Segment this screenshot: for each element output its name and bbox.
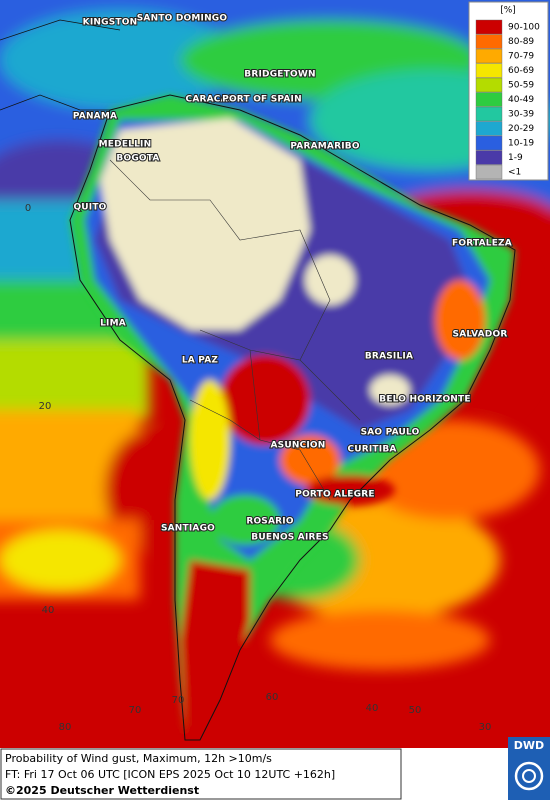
legend-label: 1-9 [508,153,523,163]
legend-swatch [475,48,503,64]
city-label: BELO HORIZONTE [379,395,470,405]
legend-swatch [475,135,503,151]
legend-label: 50-59 [508,81,534,91]
latitude-label: 0 [25,203,31,214]
city-label: BUENOS AIRES [251,533,328,543]
logo-icon [514,761,544,791]
legend-swatch [475,121,503,136]
footer: Probability of Wind gust, Maximum, 12h >… [0,737,550,800]
logo-text: DWD [514,739,544,752]
latitude-label: 40 [42,605,55,616]
legend-title: [%] [500,6,516,16]
labels: KINGSTON SANTO DOMINGOBRIDGETOWNCARACASPO… [25,13,513,734]
city-label: SAO PAULO [361,428,420,438]
city-label: BOGOTA [116,154,159,164]
legend: [%] 90-100 80-89 70-79 60-69 50-59 40-49 30-39… [468,1,549,181]
legend-swatch [475,106,503,122]
legend-label: 40-49 [508,95,534,105]
longitude-label: 60 [266,692,279,703]
city-label: LIMA [100,319,126,329]
city-label: PARAMARIBO [290,142,359,152]
city-label: MEDELLIN [99,140,152,150]
city-label: PORTO ALEGRE [295,490,374,500]
legend-swatch [475,19,503,35]
city-label: ROSARIO [246,517,294,527]
city-label: CURITIBA [347,445,396,455]
city-label: PANAMA [73,112,117,122]
city-label: SALVADOR [453,330,508,340]
city-label: FORTALEZA [452,239,512,249]
legend-label: 20-29 [508,124,534,134]
legend-swatch [475,63,503,78]
city-label: ASUNCION [270,441,325,451]
longitude-label: 80 [59,722,72,733]
legend-label: 90-100 [508,23,540,33]
footer-box [0,748,402,800]
legend-swatch [475,34,503,49]
footer-line: Probability of Wind gust, Maximum, 12h >… [5,752,272,765]
copyright: ©2025 Deutscher Wetterdienst [5,784,199,797]
legend-label: 30-39 [508,110,534,120]
city-label: BRASILIA [365,352,413,362]
longitude-label: 50 [409,705,422,716]
longitude-label: 70 [172,695,185,706]
legend-label: 80-89 [508,37,534,47]
legend-swatch [475,77,503,93]
city-label: KINGSTON [83,18,138,28]
legend-label: <1 [508,168,521,178]
longitude-label: 30 [479,722,492,733]
city-label: SANTIAGO [161,524,215,534]
legend-swatch [475,92,503,107]
city-label: CARACAS [186,95,235,105]
legend-swatch [475,150,503,165]
city-label: BRIDGETOWN [244,70,315,80]
legend-label: 10-19 [508,139,534,149]
latitude-label: 20 [39,401,52,412]
city-label: SANTO DOMINGO [137,14,228,24]
city-label: PORT OF SPAIN [222,95,302,105]
logo-icon [522,769,536,783]
city-label: QUITO [73,203,106,213]
longitude-label: 70 [129,705,142,716]
legend-swatch [475,164,503,180]
field [0,0,550,748]
city-label: LA PAZ [182,356,219,366]
legend-label: 60-69 [508,66,534,76]
legend-label: 70-79 [508,52,534,62]
footer-line: FT: Fri 17 Oct 06 UTC [ICON EPS 2025 Oct… [5,768,335,781]
longitude-label: 40 [366,703,379,714]
